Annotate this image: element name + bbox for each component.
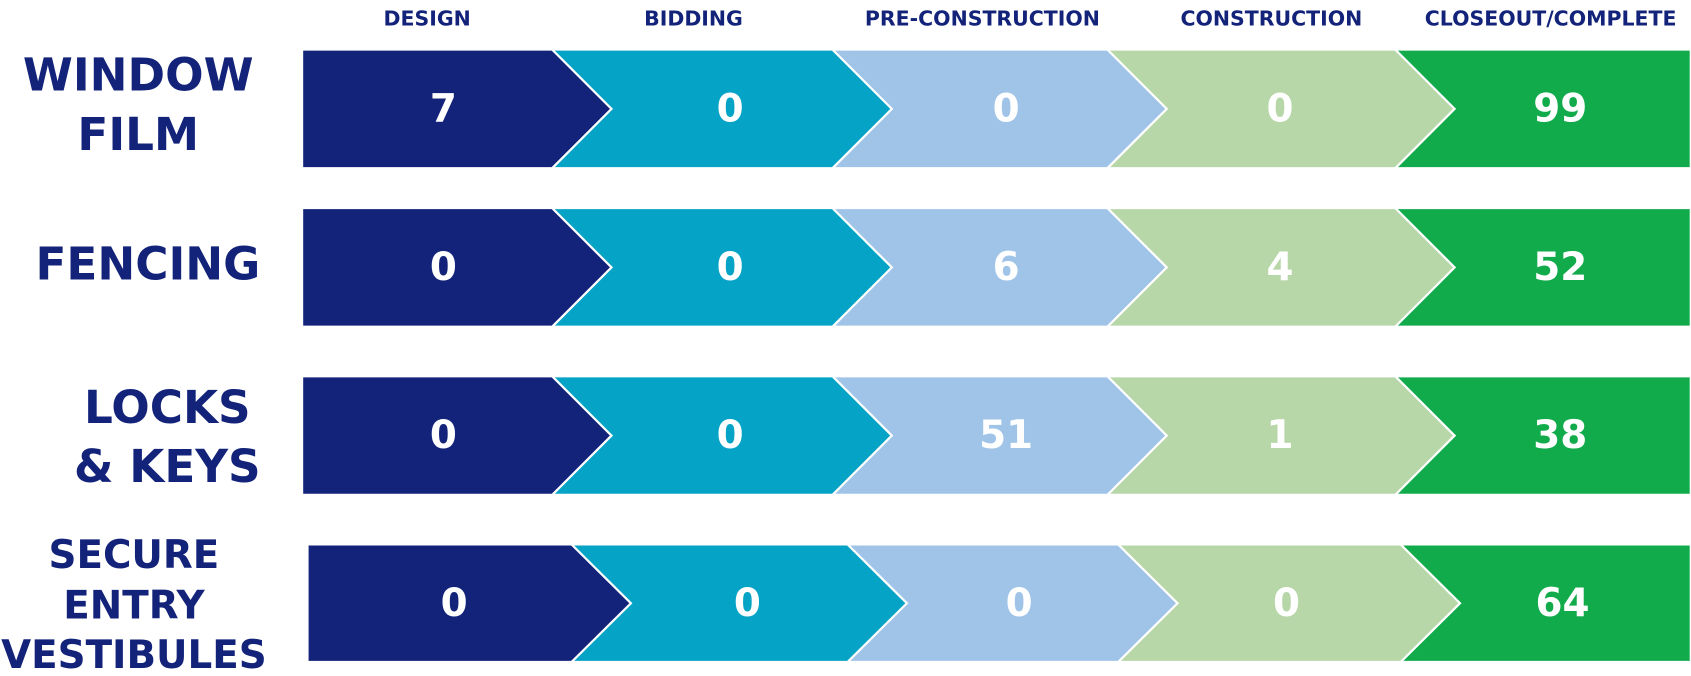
stage-count: 6 — [993, 245, 1020, 290]
stage-header: DESIGN — [384, 6, 471, 30]
row-label: VESTIBULES — [1, 633, 267, 676]
stage-header: PRE-CONSTRUCTION — [865, 6, 1100, 30]
stage-count: 0 — [717, 245, 744, 290]
stage-count: 7 — [430, 87, 457, 132]
stage-chevron — [1392, 375, 1691, 496]
stage-chevron — [1398, 543, 1691, 664]
stage-count: 1 — [1266, 413, 1293, 458]
stage-count: 64 — [1535, 581, 1589, 626]
stage-chevron — [1392, 207, 1691, 328]
stage-count: 4 — [1266, 245, 1293, 290]
row-label: LOCKS — [84, 381, 251, 434]
stage-count: 0 — [1266, 87, 1293, 132]
stage-count: 0 — [1006, 581, 1033, 626]
stage-count: 51 — [979, 413, 1033, 458]
stage-count: 0 — [717, 87, 744, 132]
stage-header: CONSTRUCTION — [1180, 6, 1362, 30]
row-label: SECURE — [49, 533, 220, 578]
row-label: WINDOW — [23, 49, 254, 102]
stage-count: 99 — [1533, 87, 1587, 132]
stage-count: 0 — [717, 413, 744, 458]
row-label: FILM — [77, 108, 199, 161]
stage-count: 38 — [1533, 413, 1587, 458]
stage-count: 0 — [441, 581, 468, 626]
stage-count: 0 — [430, 245, 457, 290]
stage-count: 0 — [993, 87, 1020, 132]
row-label: ENTRY — [63, 584, 205, 629]
row-label: FENCING — [36, 237, 261, 290]
stage-chevron — [306, 543, 633, 664]
row-label: & KEYS — [74, 440, 261, 493]
stage-header: CLOSEOUT/COMPLETE — [1425, 6, 1677, 30]
stage-count: 0 — [430, 413, 457, 458]
stage-header: BIDDING — [644, 6, 743, 30]
stage-count: 52 — [1533, 245, 1587, 290]
stage-count: 0 — [734, 581, 761, 626]
stage-chevron — [1392, 48, 1691, 170]
stage-count: 0 — [1273, 581, 1300, 626]
